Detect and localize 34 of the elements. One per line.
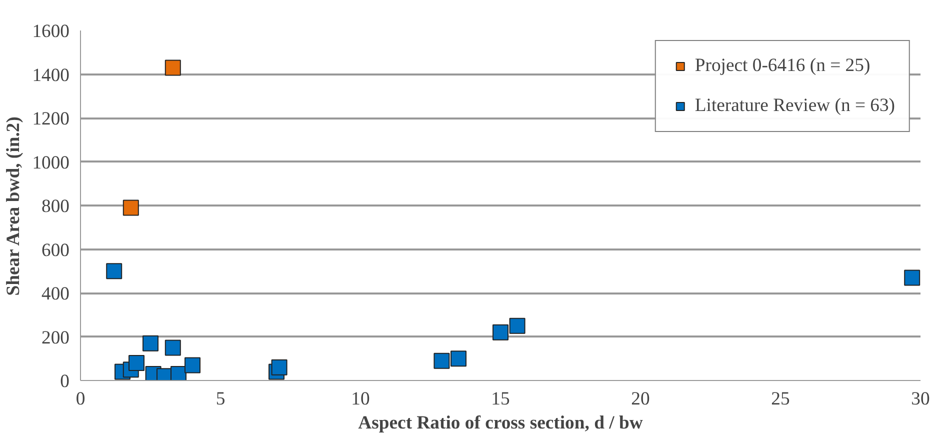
- point: [184, 357, 200, 374]
- y-tick-label: 400: [42, 284, 70, 304]
- y-tick-label: 200: [42, 327, 70, 348]
- y-tick-label: 800: [42, 196, 70, 217]
- x-tick-label: 20: [631, 388, 650, 410]
- legend-label: Literature Review (n = 63): [694, 95, 895, 117]
- y-tick-label: 1600: [32, 21, 70, 42]
- point: [492, 324, 508, 340]
- y-axis-title: Shear Area bwd, (in.2): [3, 116, 24, 296]
- point: [450, 350, 466, 367]
- point: [164, 340, 181, 356]
- point: [164, 60, 181, 76]
- x-tick-label: 15: [491, 388, 510, 410]
- y-tick-label: 1400: [32, 64, 70, 86]
- point: [122, 200, 139, 216]
- point: [434, 352, 450, 369]
- point: [271, 359, 288, 376]
- y-tick-label: 0: [60, 371, 70, 392]
- point: [128, 355, 144, 371]
- x-tick-label: 5: [216, 388, 226, 410]
- legend-label: Project 0-6416 (n = 25): [694, 55, 870, 77]
- point: [142, 335, 158, 352]
- x-tick-label: 25: [771, 388, 790, 410]
- point: [904, 270, 920, 286]
- point: [170, 366, 186, 380]
- point: [106, 263, 122, 280]
- y-tick-label: 600: [42, 240, 70, 261]
- y-tick-label: 1200: [32, 108, 70, 130]
- y-tick-label: 1000: [32, 152, 70, 174]
- x-tick-label: 10: [351, 388, 370, 410]
- x-axis-title: Aspect Ratio of cross section, d / bw: [358, 412, 644, 434]
- x-tick-label: 0: [76, 388, 86, 410]
- point: [509, 318, 526, 334]
- x-tick-label: 30: [911, 388, 930, 410]
